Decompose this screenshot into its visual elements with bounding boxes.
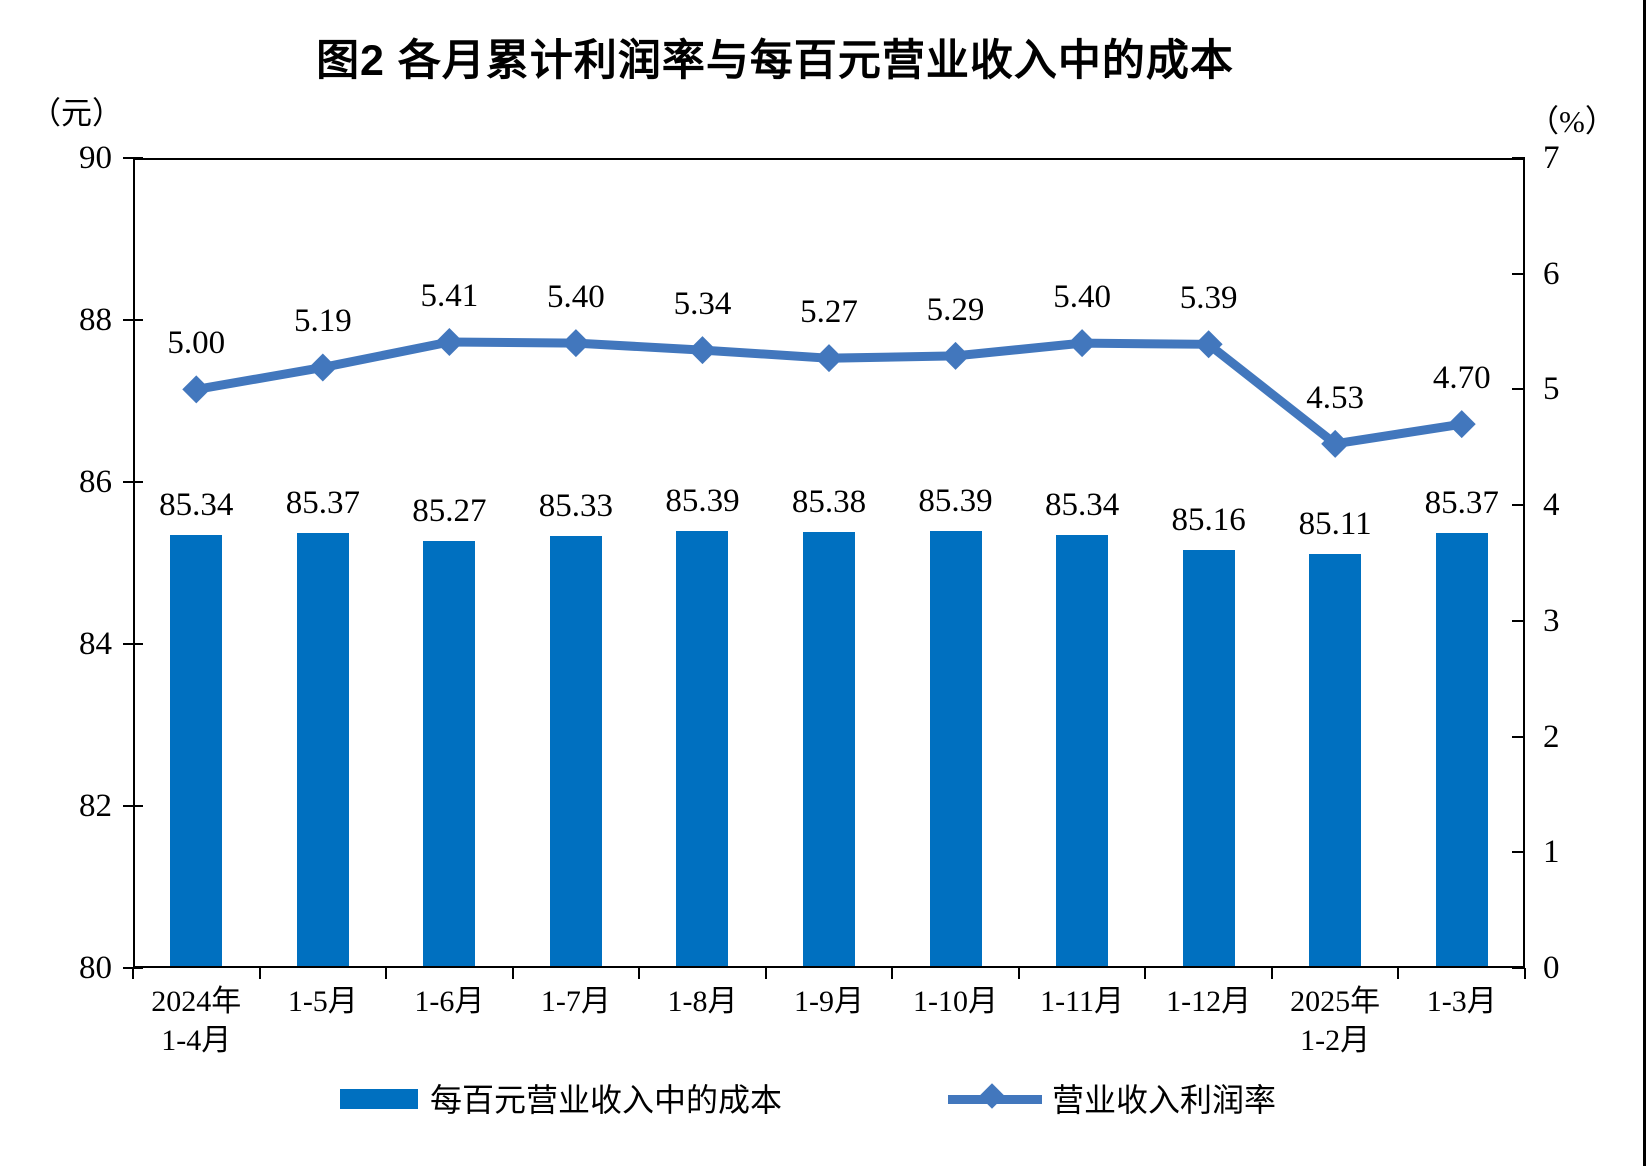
left-axis-tick-label: 88: [79, 302, 112, 338]
left-axis-tick-mark: [123, 805, 143, 807]
line-value-label: 5.27: [800, 294, 858, 331]
right-axis-tick-mark: [1512, 388, 1525, 391]
x-axis-tick-mark: [385, 968, 388, 979]
right-axis-tick-mark: [1512, 735, 1525, 738]
page-right-border: [1643, 0, 1646, 1166]
cost-bar: [170, 535, 223, 966]
cost-bar: [1182, 550, 1235, 966]
x-axis-category-label: 1-11月: [1040, 985, 1125, 1018]
cost-bar: [296, 533, 349, 966]
line-value-label: 5.40: [1053, 279, 1111, 316]
x-axis-tick-mark: [764, 968, 767, 979]
right-axis-tick-label: 6: [1543, 255, 1560, 292]
x-axis-tick-mark: [132, 968, 134, 979]
bar-value-label: 85.33: [538, 488, 614, 525]
x-axis-category-label: 1-9月: [794, 985, 864, 1018]
legend-line-series-label: 营业收入利润率: [1052, 1082, 1277, 1118]
x-axis-category-label: 1-6月: [414, 985, 485, 1018]
right-axis-tick-label: 7: [1543, 140, 1560, 176]
left-axis-tick-label: 86: [79, 464, 112, 500]
right-axis-tick-label: 3: [1543, 602, 1560, 639]
legend-bar-series-label: 每百元营业收入中的成本: [430, 1082, 783, 1118]
line-value-label: 5.39: [1179, 280, 1238, 317]
left-axis-tick-label: 80: [79, 950, 112, 986]
x-axis-tick-mark: [1017, 968, 1020, 979]
cost-bar: [1056, 535, 1109, 966]
x-axis-tick-mark: [1144, 968, 1147, 979]
right-axis-tick-label: 2: [1543, 718, 1560, 755]
left-axis-tick-label: 90: [79, 140, 112, 176]
line-value-label: 5.19: [293, 303, 352, 340]
x-axis-tick-mark: [1270, 968, 1273, 979]
bar-value-label: 85.39: [918, 483, 993, 520]
x-axis-category-label: 1-10月: [913, 985, 999, 1018]
x-axis-tick-mark: [258, 968, 261, 979]
right-axis-unit-label: （%）: [1528, 104, 1616, 139]
x-axis-category-label: 1-7月: [540, 985, 611, 1018]
cost-bar: [423, 541, 476, 966]
bar-value-label: 85.39: [665, 483, 740, 520]
x-axis-tick-mark: [1397, 968, 1400, 979]
x-axis-category-label: 1-12月: [1166, 985, 1252, 1018]
right-axis-tick-mark: [1512, 619, 1525, 622]
bar-value-label: 85.16: [1171, 502, 1246, 539]
x-axis-category-label: 2024年 1-4月: [151, 985, 242, 1057]
line-value-label: 5.29: [926, 291, 985, 328]
x-axis-tick-mark: [638, 968, 641, 979]
x-axis-tick-mark: [891, 968, 894, 979]
x-axis-category-label: 1-3月: [1426, 985, 1497, 1018]
cost-bar: [676, 531, 729, 966]
right-axis-tick-label: 4: [1543, 487, 1560, 524]
right-axis-tick-mark: [1512, 967, 1525, 969]
x-axis-tick-mark: [1524, 968, 1526, 979]
bar-value-label: 85.27: [412, 493, 487, 530]
bar-value-label: 85.34: [159, 487, 234, 524]
line-value-label: 5.41: [420, 277, 479, 314]
left-axis-tick-mark: [123, 481, 143, 483]
bar-value-label: 85.37: [285, 485, 360, 522]
right-axis-tick-mark: [1512, 157, 1525, 159]
legend-bar-swatch: [340, 1089, 418, 1109]
right-axis-tick-label: 0: [1543, 950, 1560, 986]
x-axis-category-label: 1-8月: [667, 985, 738, 1018]
x-axis-category-label: 2025年 1-2月: [1290, 985, 1381, 1057]
right-axis-tick-mark: [1512, 504, 1525, 507]
cost-bar: [549, 536, 602, 966]
left-axis-tick-mark: [123, 157, 143, 159]
chart-title: 图2 各月累计利润率与每百元营业收入中的成本: [316, 37, 1234, 85]
bar-value-label: 85.11: [1298, 506, 1372, 543]
bar-value-label: 85.37: [1424, 485, 1499, 522]
left-axis-tick-mark: [123, 643, 143, 645]
cost-bar: [1309, 554, 1362, 966]
bar-value-label: 85.38: [791, 484, 867, 521]
right-axis-tick-mark: [1512, 851, 1525, 854]
line-value-label: 4.70: [1432, 360, 1491, 397]
right-axis-tick-label: 1: [1543, 834, 1560, 871]
line-value-label: 5.34: [673, 286, 732, 323]
left-axis-tick-label: 82: [79, 788, 112, 824]
cost-bar: [1435, 533, 1488, 966]
x-axis-tick-mark: [511, 968, 514, 979]
right-axis-tick-label: 5: [1543, 371, 1560, 408]
cost-bar: [929, 531, 982, 966]
bar-value-label: 85.34: [1044, 487, 1120, 524]
cost-bar: [803, 532, 855, 966]
x-axis-category-label: 1-5月: [287, 985, 358, 1018]
left-axis-unit-label: （元）: [30, 96, 123, 131]
right-axis-tick-mark: [1512, 272, 1525, 275]
line-value-label: 5.40: [547, 279, 605, 316]
left-axis-tick-label: 84: [79, 626, 112, 662]
left-axis-tick-mark: [123, 319, 143, 321]
